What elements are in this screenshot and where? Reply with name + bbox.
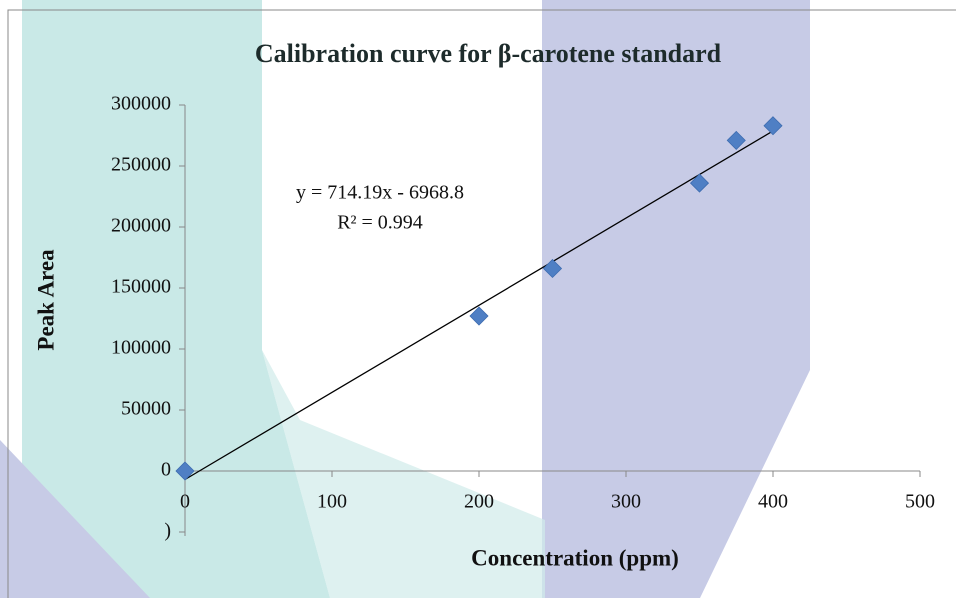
y-tick-label: 150000 [111,276,171,298]
x-tick-label: 300 [611,491,641,513]
y-axis-title: Peak Area [33,249,58,351]
x-tick-label: 200 [464,491,494,513]
data-point [726,130,746,150]
data-point [469,306,489,326]
watermark [0,0,810,598]
y-tick-label: 0 [161,459,171,481]
data-point [689,173,710,193]
r-squared: R² = 0.994 [337,212,423,234]
x-tick-label: 0 [180,491,190,513]
y-tick-label: 50000 [121,398,171,420]
x-tick-label: 400 [758,491,788,513]
trendline [184,130,774,481]
data-point [175,461,195,481]
chart-title: Calibration curve for β-carotene standar… [255,39,722,68]
y-tick-label: 300000 [111,93,171,115]
y-tick-label: 100000 [111,337,171,359]
data-point [542,258,563,279]
y-tick-label: 250000 [111,154,171,176]
data-point [763,116,783,136]
y-tick-label: ) [164,520,171,542]
chart-border [7,9,956,598]
x-axis-title: Concentration (ppm) [471,545,679,570]
x-tick-label: 100 [317,491,347,513]
x-tick-label: 500 [905,491,935,513]
y-tick-label: 200000 [111,215,171,237]
equation: y = 714.19x - 6968.8 [296,182,464,204]
